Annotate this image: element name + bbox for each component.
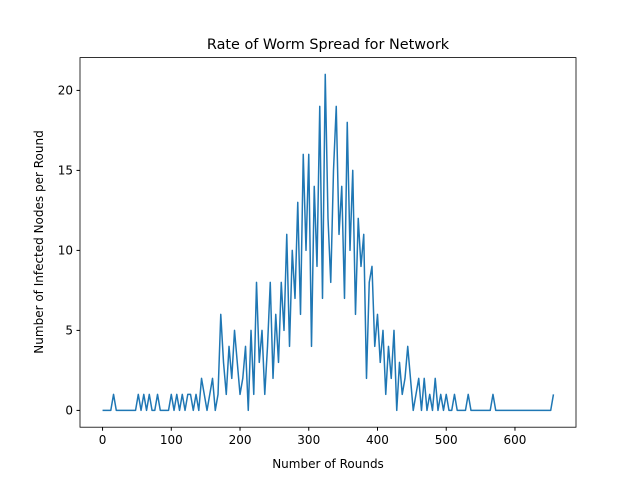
y-axis-label: Number of Infected Nodes per Round [32,130,46,353]
x-tick-label: 500 [435,433,458,447]
y-tick-label: 0 [65,403,73,417]
x-axis-label: Number of Rounds [272,457,384,471]
x-tick-label: 200 [229,433,252,447]
data-line [102,73,555,412]
x-tick-label: 0 [99,433,107,447]
x-tick-label: 600 [504,433,527,447]
y-tick-label: 20 [58,83,73,97]
y-tick-label: 5 [65,323,73,337]
chart-title: Rate of Worm Spread for Network [207,37,450,53]
y-tick-label: 15 [58,163,73,177]
x-tick-label: 100 [160,433,183,447]
x-tick-label: 400 [366,433,389,447]
plot-frame [79,57,577,428]
y-tick-label: 10 [58,243,73,257]
x-tick-label: 300 [297,433,320,447]
